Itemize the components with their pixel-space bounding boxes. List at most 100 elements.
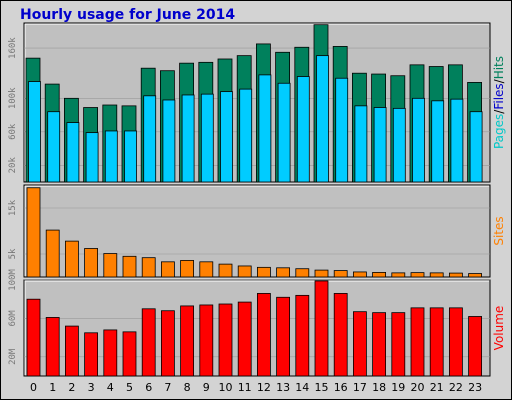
chart-title: Hourly usage for June 2014 [20, 7, 235, 23]
x-tick-label: 9 [203, 381, 210, 394]
x-tick-label: 16 [334, 381, 348, 394]
bar-files-5 [124, 130, 137, 183]
x-tick-label: 22 [449, 381, 463, 394]
bar-volume-10 [218, 303, 233, 377]
bar-volume-7 [160, 310, 175, 377]
x-tick-label: 23 [468, 381, 482, 394]
x-axis-ticks: 0 1 2 3 4 5 6 7 8 9 10 11 12 13 14 15 16 17 18 19 20 21 22 23 [30, 381, 482, 394]
bar-volume-4 [103, 329, 118, 377]
bar-files-20 [412, 97, 425, 183]
bar-sites-23 [468, 273, 483, 278]
x-tick-label: 2 [68, 381, 75, 394]
panel-sites: 5k 15k Sites [8, 184, 506, 278]
panel-usage: 20k 60k 100k 160k Pages/Files/Hits [8, 22, 506, 183]
bar-files-16 [335, 77, 349, 183]
bar-files-4 [104, 130, 118, 183]
panel-sites-background [23, 184, 491, 278]
bar-files-17 [354, 105, 368, 183]
bar-sites-7 [160, 261, 175, 278]
bar-volume-16 [333, 293, 348, 377]
y-tick-label: 15k [8, 199, 18, 216]
bar-sites-8 [180, 260, 195, 278]
bar-volume-17 [352, 311, 367, 377]
bar-sites-19 [391, 272, 406, 278]
x-tick-label: 11 [238, 381, 252, 394]
bar-volume-19 [391, 312, 406, 377]
x-tick-label: 20 [411, 381, 425, 394]
bar-volume-1 [45, 317, 60, 377]
y-tick-label: 60M [8, 310, 18, 327]
bar-volume-12 [256, 293, 271, 377]
bar-sites-22 [448, 272, 463, 278]
bar-volume-14 [295, 294, 310, 377]
y-tick-label: 5k [8, 248, 18, 259]
bar-sites-6 [141, 257, 156, 278]
bar-sites-2 [65, 240, 79, 278]
bar-volume-20 [410, 307, 425, 377]
panel-sites-label: Sites [492, 216, 506, 245]
bar-sites-11 [237, 265, 252, 278]
y-tick-label: 20k [8, 157, 18, 174]
bar-files-3 [85, 132, 99, 183]
bar-sites-14 [295, 268, 310, 278]
bar-sites-9 [199, 261, 214, 278]
x-tick-label: 12 [257, 381, 271, 394]
x-tick-label: 17 [353, 381, 367, 394]
bar-files-21 [431, 100, 445, 183]
x-tick-label: 8 [184, 381, 191, 394]
x-tick-label: 7 [164, 381, 171, 394]
x-tick-label: 4 [107, 381, 114, 394]
bar-sites-4 [103, 253, 118, 278]
bar-sites-5 [122, 255, 137, 278]
bar-volume-0 [26, 298, 41, 377]
bar-sites-21 [429, 272, 444, 278]
x-tick-label: 21 [430, 381, 444, 394]
bar-volume-21 [429, 307, 444, 377]
bar-files-1 [47, 111, 61, 183]
panel-volume: 20M 60M 100M Volume [8, 269, 506, 377]
bar-sites-18 [372, 271, 387, 278]
panel-volume-label: Volume [492, 306, 506, 351]
chart-panels: 20k 60k 100k 160k Pages/Files/Hits 5k 15k Sites… [8, 22, 506, 377]
x-tick-label: 6 [145, 381, 152, 394]
bar-files-0 [28, 81, 41, 183]
bar-files-22 [450, 98, 464, 183]
y-tick-label: 100k [8, 87, 18, 109]
bar-files-8 [181, 94, 195, 183]
x-tick-label: 0 [30, 381, 37, 394]
bar-volume-22 [448, 307, 463, 377]
bar-files-15 [316, 55, 329, 183]
bar-volume-8 [180, 305, 195, 377]
y-tick-label: 100M [8, 269, 18, 291]
panel-usage-label: Pages/Files/Hits [492, 56, 506, 149]
bar-sites-3 [84, 248, 98, 278]
bar-sites-10 [218, 263, 233, 278]
bar-volume-23 [468, 316, 483, 377]
bar-volume-9 [199, 304, 214, 377]
y-tick-label: 20M [8, 348, 18, 365]
bar-sites-0 [26, 187, 41, 278]
x-tick-label: 15 [315, 381, 329, 394]
x-tick-label: 13 [276, 381, 290, 394]
x-tick-label: 14 [295, 381, 309, 394]
x-tick-label: 5 [126, 381, 133, 394]
bar-volume-13 [276, 296, 291, 377]
y-tick-label: 160k [8, 37, 18, 59]
bar-files-2 [66, 122, 80, 183]
x-tick-label: 10 [219, 381, 233, 394]
bar-files-23 [469, 111, 483, 183]
bar-sites-17 [352, 271, 367, 278]
bar-sites-20 [410, 272, 425, 278]
bar-volume-15 [314, 280, 329, 377]
bar-files-6 [143, 95, 157, 183]
bar-sites-16 [333, 270, 348, 278]
bar-volume-11 [237, 301, 252, 377]
bar-files-18 [373, 107, 387, 183]
bar-files-14 [296, 76, 310, 183]
bar-sites-12 [256, 266, 271, 278]
bar-files-13 [277, 82, 291, 183]
x-tick-label: 3 [88, 381, 95, 394]
bar-volume-3 [84, 332, 98, 377]
bar-volume-2 [65, 325, 79, 377]
